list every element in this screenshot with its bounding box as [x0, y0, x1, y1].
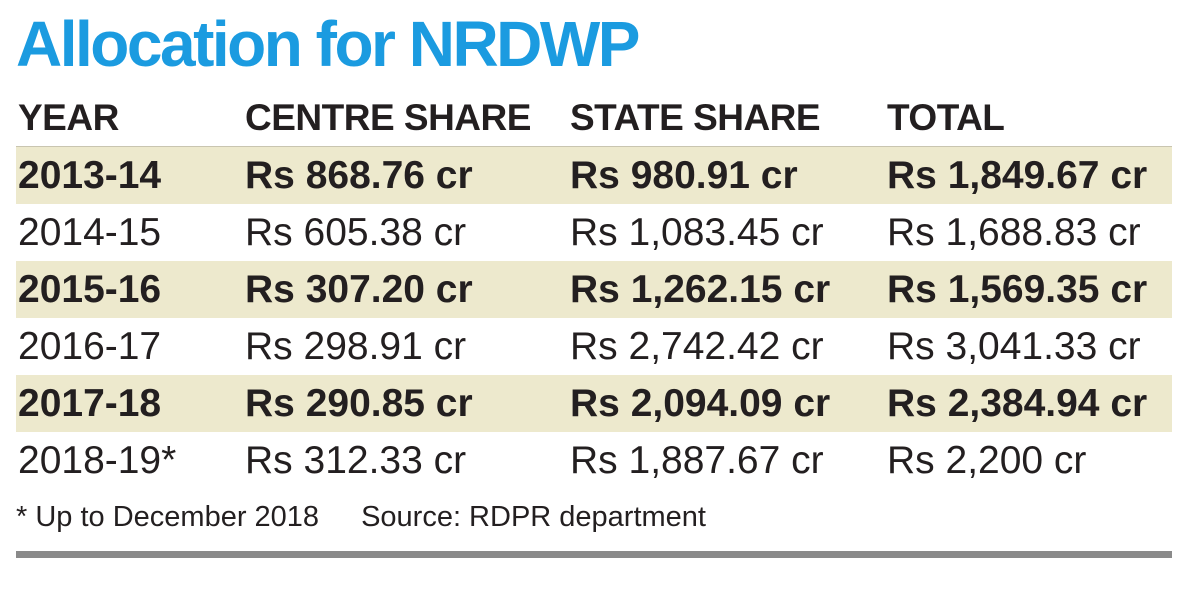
cell-total: Rs 2,384.94 cr — [887, 382, 1148, 425]
cell-state-share: Rs 1,262.15 cr — [570, 268, 831, 311]
table-row: 2013-14 Rs 868.76 cr Rs 980.91 cr Rs 1,8… — [16, 147, 1172, 204]
header-centre-share: CENTRE SHARE — [245, 97, 531, 138]
cell-total: Rs 1,849.67 cr — [887, 154, 1148, 197]
table-row: 2017-18 Rs 290.85 cr Rs 2,094.09 cr Rs 2… — [16, 375, 1172, 432]
cell-year: 2015-16 — [18, 268, 162, 311]
source-note: Source: RDPR department — [361, 501, 706, 533]
cell-total: Rs 1,569.35 cr — [887, 268, 1148, 311]
table-row: 2015-16 Rs 307.20 cr Rs 1,262.15 cr Rs 1… — [16, 261, 1172, 318]
table-footer: * Up to December 2018 Source: RDPR depart… — [16, 497, 706, 537]
header-total: TOTAL — [887, 97, 1005, 138]
cell-centre-share: Rs 312.33 cr — [245, 439, 467, 482]
cell-state-share: Rs 1,083.45 cr — [570, 211, 824, 254]
cell-year: 2017-18 — [18, 382, 162, 425]
cell-centre-share: Rs 868.76 cr — [245, 154, 473, 197]
cell-centre-share: Rs 307.20 cr — [245, 268, 473, 311]
cell-state-share: Rs 2,094.09 cr — [570, 382, 831, 425]
cell-centre-share: Rs 605.38 cr — [245, 211, 467, 254]
page-title: Allocation for NRDWP — [16, 8, 640, 80]
cell-centre-share: Rs 290.85 cr — [245, 382, 473, 425]
table-row: 2016-17 Rs 298.91 cr Rs 2,742.42 cr Rs 3… — [16, 318, 1172, 375]
cell-total: Rs 3,041.33 cr — [887, 325, 1141, 368]
cell-state-share: Rs 980.91 cr — [570, 154, 798, 197]
allocation-table: YEAR CENTRE SHARE STATE SHARE TOTAL 2013… — [16, 90, 1172, 489]
header-state-share: STATE SHARE — [570, 97, 821, 138]
bottom-divider — [16, 551, 1172, 558]
header-year: YEAR — [18, 97, 119, 138]
table-row: 2014-15 Rs 605.38 cr Rs 1,083.45 cr Rs 1… — [16, 204, 1172, 261]
table-row: 2018-19* Rs 312.33 cr Rs 1,887.67 cr Rs … — [16, 432, 1172, 489]
table-header-row: YEAR CENTRE SHARE STATE SHARE TOTAL — [16, 90, 1172, 147]
cell-year: 2014-15 — [18, 211, 162, 254]
cell-state-share: Rs 1,887.67 cr — [570, 439, 824, 482]
cell-total: Rs 2,200 cr — [887, 439, 1087, 482]
cell-total: Rs 1,688.83 cr — [887, 211, 1141, 254]
cell-year: 2013-14 — [18, 154, 162, 197]
cell-centre-share: Rs 298.91 cr — [245, 325, 467, 368]
cell-year: 2018-19* — [18, 439, 177, 482]
cell-year: 2016-17 — [18, 325, 162, 368]
cell-state-share: Rs 2,742.42 cr — [570, 325, 824, 368]
footnote: * Up to December 2018 — [16, 501, 320, 533]
